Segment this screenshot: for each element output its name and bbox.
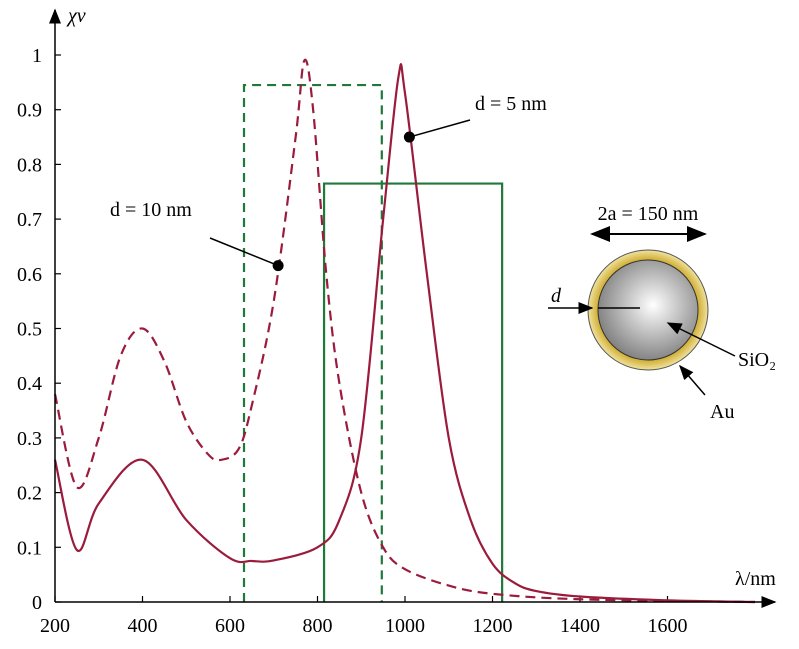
core-arrow — [666, 322, 736, 357]
inset: 2a = 150 nm d SiO₂ Au — [548, 203, 776, 423]
y-tick-label: 0.7 — [17, 209, 42, 231]
x-axis-label: λ/nm — [735, 568, 776, 590]
shell-label: Au — [710, 401, 734, 423]
diameter-label: 2a = 150 nm — [598, 203, 699, 225]
x-tick-label: 1600 — [648, 615, 688, 637]
y-tick-label: 0.3 — [17, 428, 42, 450]
annotation-line — [409, 119, 471, 138]
x-tick-label: 800 — [303, 615, 333, 637]
x-tick-label: 1400 — [560, 615, 600, 637]
x-tick-label: 400 — [128, 615, 158, 637]
annotation-line — [209, 237, 279, 267]
y-axis-label: χν — [66, 5, 86, 27]
y-tick-label: 0 — [32, 592, 42, 614]
x-tick-label: 1000 — [385, 615, 425, 637]
annotation-label: d = 5 nm — [475, 93, 547, 115]
annotation-marker — [272, 260, 284, 272]
y-tick-label: 0.5 — [17, 319, 42, 341]
shell-arrow — [679, 364, 706, 396]
series-line — [53, 63, 756, 604]
silica-core — [597, 259, 699, 361]
y-tick-label: 0.8 — [17, 154, 42, 176]
x-tick-label: 1200 — [473, 615, 513, 637]
x-tick-label: 200 — [40, 615, 70, 637]
annotation-marker — [403, 131, 415, 143]
core-label: SiO₂ — [738, 349, 776, 371]
y-tick-label: 0.2 — [17, 483, 42, 505]
window — [322, 182, 504, 602]
annotation-label: d = 10 nm — [110, 199, 192, 221]
plot: 200 400 600 800 1000 1200 1400 1600 0 0.1 0.2 0.3 0.… — [17, 45, 756, 637]
y-tick-label: 0.9 — [17, 100, 42, 122]
y-tick-label: 1 — [32, 45, 42, 67]
window — [242, 83, 383, 602]
y-tick-label: 0.4 — [17, 373, 42, 395]
series-line — [53, 58, 756, 604]
thickness-label: d — [551, 285, 562, 307]
y-tick-label: 0.6 — [17, 264, 42, 286]
x-tick-label: 600 — [215, 615, 245, 637]
y-tick-label: 0.1 — [17, 537, 42, 559]
